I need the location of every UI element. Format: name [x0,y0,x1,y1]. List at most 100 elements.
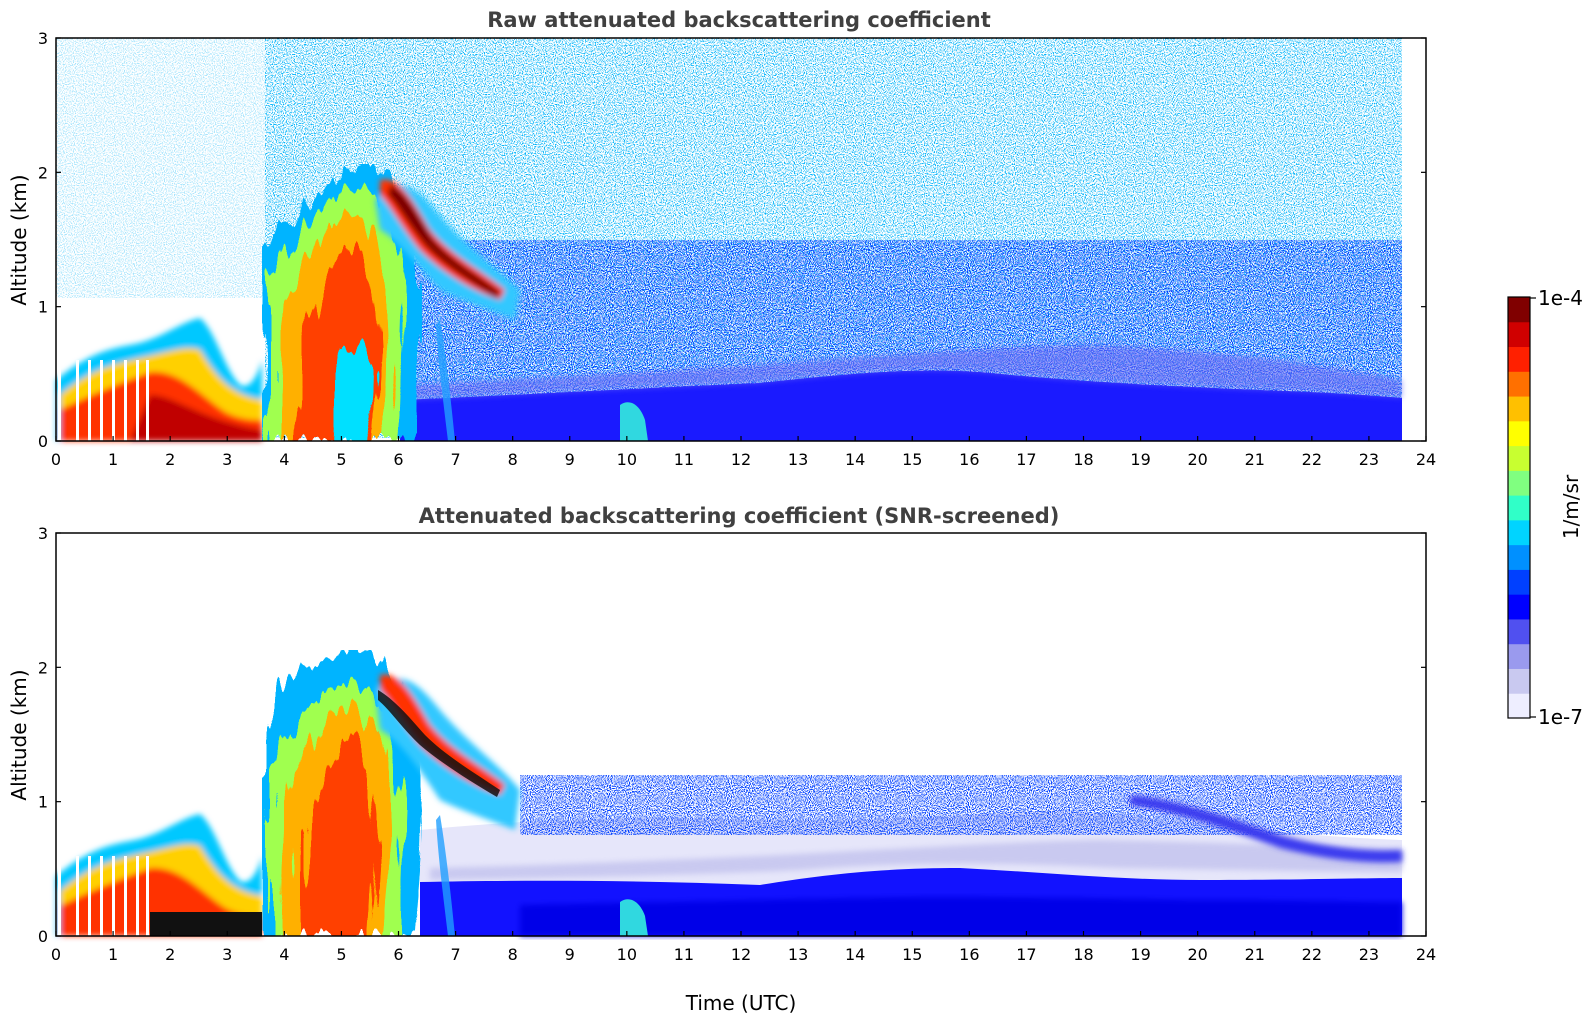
x-tick-label: 18 [1073,450,1093,469]
x-tick: 3 [222,436,232,469]
x-tick: 17 [1016,931,1037,964]
y-tick-label: 3 [38,29,48,48]
x-tick-label: 18 [1073,945,1093,964]
x-tick: 19 [1130,436,1151,469]
bottom-residual-band [430,840,1402,880]
x-tick: 22 [1302,436,1322,469]
x-tick: 24 [1416,931,1436,964]
x-tick: 11 [674,931,694,964]
top-x-ticks: 0 1 2 3 4 5 6 7 8 9 10 11 12 13 14 15 16 17 18 19 20 21 22 23 24 [51,436,1436,469]
x-tick-label: 1 [108,945,118,964]
top-elevated-layer [375,179,520,320]
colorbar-band [1508,420,1530,447]
y-tick: 1 [38,298,1426,317]
x-tick-label: 0 [51,945,61,964]
x-tick-label: 3 [222,450,232,469]
y-tick: 0 [38,432,1426,451]
x-tick: 16 [959,436,980,469]
x-tick: 3 [222,931,232,964]
x-tick-label: 4 [279,945,289,964]
x-tick-label: 23 [1359,450,1379,469]
colorbar-band [1508,569,1530,595]
x-tick-label: 15 [902,945,922,964]
top-panel-data [55,37,1427,442]
top-boundary-layer-top [400,345,1402,400]
x-tick-label: 8 [508,945,518,964]
colorbar-band [1508,618,1530,645]
x-tick: 15 [902,931,922,964]
x-tick-label: 16 [959,945,979,964]
x-tick: 23 [1359,436,1379,469]
colorbar-band [1508,495,1530,521]
top-panel: Raw attenuated backscattering coefficien… [7,8,1436,469]
x-tick: 5 [336,931,347,964]
x-tick: 6 [393,436,404,469]
x-tick-label: 8 [508,450,518,469]
colorbar-band [1508,693,1530,719]
x-tick-label: 12 [731,450,751,469]
bottom-x-ticks: 0 1 2 3 4 5 6 7 8 9 10 11 12 13 14 15 16 17 18 19 20 21 22 23 24 [51,931,1436,964]
y-tick: 0 [38,927,1426,946]
x-tick: 22 [1302,931,1322,964]
x-tick-label: 10 [617,450,637,469]
x-tick: 20 [1187,931,1208,964]
x-tick-label: 4 [279,450,289,469]
top-cloud-mass [262,164,422,441]
colorbar-band [1508,668,1530,694]
x-tick: 1 [108,931,118,964]
x-tick-label: 2 [165,945,175,964]
x-tick-label: 12 [731,945,751,964]
x-tick: 19 [1130,931,1151,964]
colorbar-band [1508,470,1530,496]
colorbar-band [1508,544,1530,570]
x-tick: 0 [51,436,61,469]
x-tick: 14 [845,436,865,469]
x-tick: 5 [336,436,347,469]
x-tick-label: 3 [222,945,232,964]
colorbar-min-label: 1e-7 [1538,705,1583,729]
bottom-y-axis-label: Altitude (km) [7,669,31,800]
top-early-gaps [58,360,149,441]
x-tick-label: 9 [565,450,575,469]
x-tick: 13 [788,931,808,964]
colorbar-band [1508,346,1530,372]
x-tick-label: 19 [1130,450,1150,469]
x-tick-label: 2 [165,450,175,469]
x-tick: 12 [731,931,751,964]
x-tick-label: 13 [788,945,808,964]
colorbar-max-label: 1e-4 [1538,286,1583,310]
bottom-x-axis-label: Time (UTC) [685,991,797,1015]
x-tick: 8 [508,931,518,964]
x-tick: 1 [108,436,118,469]
bottom-panel-title: Attenuated backscattering coefficient (S… [419,504,1060,528]
colorbar-band [1508,445,1530,471]
x-tick-label: 19 [1130,945,1150,964]
x-tick-label: 17 [1016,450,1036,469]
x-tick-label: 7 [450,450,460,469]
x-tick: 17 [1016,436,1037,469]
bottom-early-dark-base [150,912,262,936]
x-tick: 21 [1245,931,1265,964]
top-early-aerosol [56,318,262,441]
x-tick: 14 [845,931,865,964]
colorbar-frame [1507,296,1531,719]
bottom-elevated-layer [375,674,520,830]
x-tick-label: 20 [1187,945,1207,964]
x-tick-label: 5 [336,945,346,964]
top-boundary-layer [400,370,1402,441]
x-tick: 16 [959,931,980,964]
colorbar-bands [1508,297,1530,719]
x-tick: 0 [51,931,61,964]
x-tick: 20 [1187,436,1208,469]
colorbar-band [1508,396,1530,422]
x-tick-label: 24 [1416,945,1436,964]
bottom-small-plume-10h [620,899,648,936]
x-tick-label: 6 [393,945,403,964]
x-tick-label: 16 [959,450,979,469]
colorbar-band [1508,594,1530,620]
bottom-black-saturated-band [378,690,500,797]
x-tick: 2 [165,436,175,469]
colorbar: 1e-4 1e-7 1/m/sr [1507,286,1583,729]
x-tick: 10 [617,436,637,469]
